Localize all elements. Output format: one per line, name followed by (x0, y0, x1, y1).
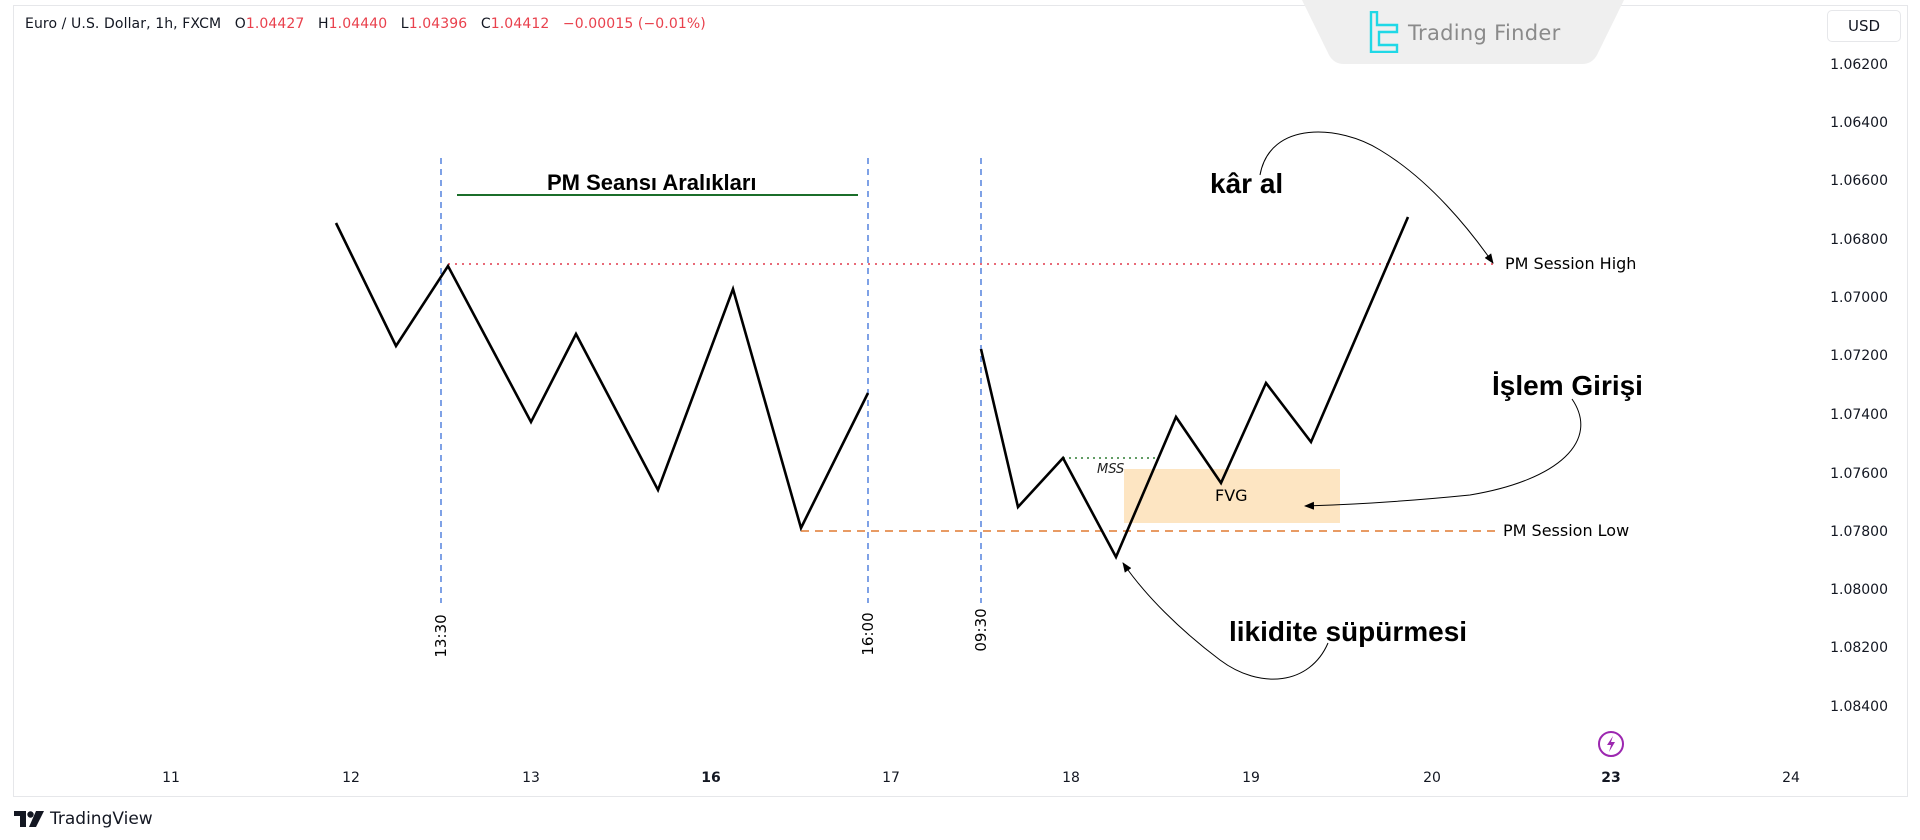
take-profit-label[interactable]: kâr al (1210, 168, 1284, 199)
session-low-label[interactable]: PM Session Low (1503, 521, 1630, 540)
time-tick-label: 12 (342, 770, 360, 786)
take-profit-arrow[interactable] (1259, 131, 1494, 264)
price-tick-label: 1.08200 (1830, 640, 1888, 656)
symbol-legend: Euro / U.S. Dollar, 1h, FXCM O1.04427 H1… (25, 16, 706, 32)
trading-finder-logo-icon (1369, 11, 1399, 53)
brand-name: Trading Finder (1408, 21, 1561, 45)
price-tick-label: 1.07600 (1830, 466, 1888, 482)
time-tick-label: 13 (522, 770, 540, 786)
time-marker-1330[interactable]: 13:30 (432, 614, 450, 658)
session-high-label[interactable]: PM Session High (1505, 254, 1637, 273)
am-session-price-path[interactable] (979, 216, 1410, 560)
price-tick-label: 1.06400 (1830, 115, 1888, 131)
time-tick-label: 16 (701, 770, 721, 786)
high-value: 1.04440 (328, 16, 388, 32)
time-tick-label: 18 (1062, 770, 1080, 786)
price-tick-label: 1.07800 (1830, 524, 1888, 540)
price-tick-label: 1.08400 (1830, 699, 1888, 715)
price-tick-label: 1.06600 (1830, 173, 1888, 189)
pm-session-price-path[interactable] (334, 222, 870, 532)
time-tick-label: 24 (1782, 770, 1800, 786)
brand-watermark-tab (1302, 0, 1624, 64)
liquidity-sweep-arrow[interactable] (1122, 562, 1329, 680)
low-label: L (400, 16, 409, 32)
open-value: 1.04427 (245, 16, 305, 32)
price-tick-label: 1.07000 (1830, 290, 1888, 306)
currency-button[interactable]: USD (1827, 10, 1901, 42)
tradingview-logo-icon (14, 811, 44, 827)
chart-pane[interactable] (13, 5, 1908, 797)
open-label: O (234, 16, 246, 32)
time-tick-label: 23 (1601, 770, 1621, 786)
lightning-bolt-icon[interactable] (1597, 730, 1625, 758)
session-ranges-title[interactable]: PM Seansı Aralıkları (547, 170, 757, 195)
change-value: −0.00015 (−0.01%) (562, 16, 706, 32)
time-tick-label: 17 (882, 770, 900, 786)
fvg-label[interactable]: FVG (1215, 486, 1248, 505)
time-tick-label: 11 (162, 770, 180, 786)
price-tick-label: 1.06800 (1830, 232, 1888, 248)
symbol-name[interactable]: Euro / U.S. Dollar, 1h, FXCM (25, 16, 222, 32)
close-value: 1.04412 (490, 16, 550, 32)
mss-label[interactable]: MSS (1097, 462, 1125, 477)
tradingview-text: TradingView (50, 809, 153, 829)
high-label: H (318, 16, 329, 32)
low-value: 1.04396 (408, 16, 468, 32)
time-marker-0930[interactable]: 09:30 (972, 608, 990, 652)
tradingview-logo[interactable]: TradingView (14, 809, 153, 829)
price-tick-label: 1.06200 (1830, 57, 1888, 73)
time-marker-1600[interactable]: 16:00 (859, 612, 877, 656)
trade-entry-arrow[interactable] (1304, 398, 1582, 510)
time-tick-label: 19 (1242, 770, 1260, 786)
close-label: C (480, 16, 491, 32)
price-tick-label: 1.08000 (1830, 582, 1888, 598)
fvg-zone[interactable] (1124, 469, 1340, 523)
price-tick-label: 1.07200 (1830, 348, 1888, 364)
liquidity-sweep-label[interactable]: likidite süpürmesi (1229, 616, 1468, 647)
trade-entry-label[interactable]: İşlem Girişi (1492, 370, 1643, 401)
time-tick-label: 20 (1423, 770, 1441, 786)
price-tick-label: 1.07400 (1830, 407, 1888, 423)
